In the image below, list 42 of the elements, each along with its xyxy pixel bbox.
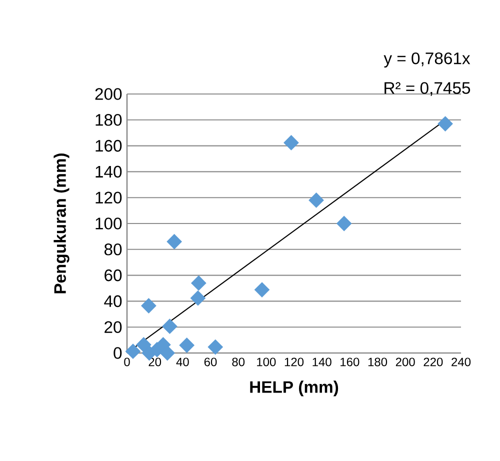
point (190, 290, 206, 306)
x-tick-label: 0 (124, 358, 130, 366)
x-tick-label: 240 (452, 358, 471, 366)
point (166, 234, 182, 250)
point (208, 339, 223, 355)
point (160, 345, 175, 361)
x-axis-title: HELP (mm) (250, 380, 338, 396)
x-tick-label: 220 (424, 358, 443, 366)
y-axis-title: Pengukuran (mm) (54, 154, 70, 294)
y-tick-label: 100 (96, 218, 122, 230)
point (125, 344, 141, 359)
y-tick-label: 20 (104, 321, 122, 334)
point (308, 192, 324, 208)
x-tick-label: 140 (312, 358, 332, 366)
y-tick-label: 200 (95, 88, 122, 100)
y-tick-label: 60 (104, 269, 122, 282)
x-tick-label: 40 (176, 358, 189, 366)
x-tick-label: 120 (284, 358, 304, 366)
text: y = 0,7861x (384, 52, 470, 68)
point (191, 275, 206, 291)
y-tick-label: 140 (96, 166, 122, 178)
x-tick-label: 80 (232, 358, 245, 366)
point (136, 337, 152, 352)
y-tick-label: 80 (104, 244, 122, 256)
point (141, 298, 156, 314)
y-tick-label: 120 (96, 192, 122, 204)
x-tick-label: 160 (340, 358, 360, 366)
point (162, 318, 178, 334)
y-tick-label: 180 (96, 114, 122, 126)
point (254, 282, 270, 298)
x-tick-label: 200 (396, 358, 415, 366)
x-tick-label: 180 (368, 358, 388, 366)
annotation: R² = 0,7455 (384, 82, 470, 96)
point (336, 216, 352, 232)
x-tick-label: 60 (204, 358, 217, 366)
x-tick-label: 100 (257, 358, 276, 366)
y-tick-label: 0 (114, 347, 122, 359)
point (284, 135, 299, 150)
point (179, 338, 194, 353)
y-tick-label: 40 (104, 295, 122, 308)
point (438, 116, 453, 132)
y-tick-label: 160 (96, 140, 122, 152)
